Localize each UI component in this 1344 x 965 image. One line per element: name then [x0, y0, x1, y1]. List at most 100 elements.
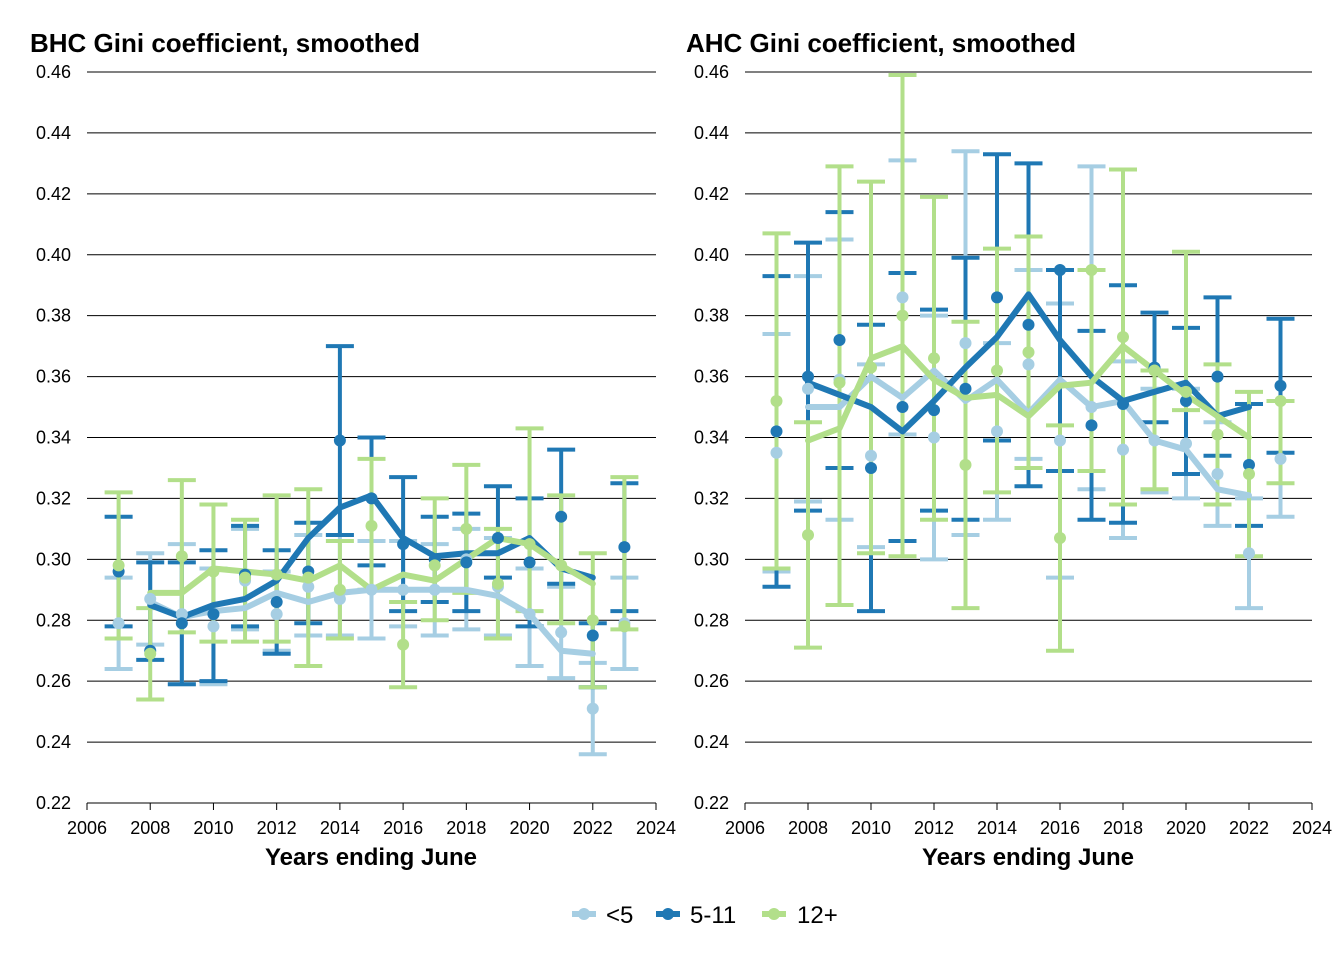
ahc-point-12plus: [865, 361, 877, 374]
bhc-y-tick-label: 0.36: [36, 367, 71, 387]
bhc-point-lt5: [365, 583, 378, 596]
ahc-point-5to11: [1117, 397, 1129, 410]
bhc-y-tick-label: 0.30: [36, 549, 71, 569]
bhc-point-12plus: [365, 519, 378, 532]
ahc-y-tick-label: 0.24: [694, 732, 729, 752]
ahc-point-5to11: [1243, 458, 1255, 471]
ahc-point-12plus: [1180, 385, 1192, 398]
ahc-point-12plus: [770, 394, 783, 407]
bhc-point-5to11: [555, 510, 568, 523]
ahc-point-lt5: [865, 449, 877, 462]
ahc-x-tick-label: 2008: [788, 818, 828, 838]
ahc-point-5to11: [865, 461, 877, 474]
ahc-point-12plus: [1243, 468, 1255, 481]
ahc-y-tick-label: 0.36: [694, 367, 729, 387]
bhc-point-5to11: [207, 608, 220, 621]
ahc-point-lt5: [928, 431, 940, 444]
ahc-point-5to11: [991, 291, 1003, 304]
ahc-x-tick-label: 2022: [1229, 818, 1269, 838]
bhc-point-lt5: [523, 608, 536, 621]
bhc-errorbar-12plus: [515, 426, 544, 614]
bhc-point-lt5: [112, 617, 125, 630]
ahc-y-tick-label: 0.44: [694, 123, 729, 143]
bhc-point-12plus: [112, 559, 125, 572]
ahc-point-lt5: [1054, 434, 1066, 447]
bhc-point-lt5: [555, 626, 568, 639]
ahc-point-12plus: [928, 352, 940, 365]
bhc-point-lt5: [144, 592, 157, 605]
ahc-point-lt5: [1274, 452, 1287, 465]
ahc-point-12plus: [991, 364, 1003, 377]
legend: <5 5-11 12+: [572, 902, 838, 929]
bhc-point-12plus: [491, 577, 504, 590]
ahc-panel-title: AHC Gini coefficient, smoothed: [686, 28, 1076, 58]
ahc-point-5to11: [1022, 318, 1035, 331]
ahc-trend-line-12plus: [805, 343, 1252, 444]
bhc-y-tick-label: 0.28: [36, 610, 71, 630]
ahc-y-tick-label: 0.46: [694, 62, 729, 82]
bhc-plot-area: 0.22 0.24 0.26 0.28 0.30 0.32 0.34 0.36 0.38 0.40…: [36, 62, 676, 838]
legend-item-12plus: 12+: [762, 902, 838, 929]
bhc-point-lt5: [302, 580, 315, 593]
bhc-point-12plus: [207, 565, 220, 578]
bhc-point-5to11: [333, 434, 346, 447]
legend-label-lt5: <5: [606, 902, 633, 929]
ahc-point-12plus: [1054, 532, 1066, 545]
bhc-point-lt5: [175, 608, 188, 621]
bhc-point-5to11: [491, 532, 504, 545]
bhc-point-5to11: [523, 556, 536, 569]
bhc-x-tick-label: 2016: [383, 818, 423, 838]
ahc-x-tick-label: 2006: [725, 818, 765, 838]
ahc-point-12plus: [1211, 428, 1224, 441]
bhc-x-tick-label: 2024: [636, 818, 676, 838]
ahc-y-tick-label: 0.34: [694, 428, 729, 448]
bhc-x-tick-label: 2008: [130, 818, 170, 838]
legend-marker-12plus: [768, 908, 780, 920]
bhc-errorbar-12plus: [610, 475, 639, 632]
ahc-point-lt5: [1180, 437, 1192, 450]
ahc-y-tick-label: 0.42: [694, 184, 729, 204]
bhc-y-tick-label: 0.24: [36, 732, 71, 752]
ahc-x-tick-label: 2010: [851, 818, 891, 838]
ahc-point-12plus: [1148, 364, 1161, 377]
bhc-point-12plus: [144, 647, 157, 660]
ahc-x-tick-label: 2020: [1166, 818, 1206, 838]
bhc-point-12plus: [586, 614, 599, 627]
bhc-point-5to11: [586, 629, 599, 642]
bhc-point-5to11: [618, 541, 631, 554]
bhc-point-12plus: [270, 568, 283, 581]
bhc-y-tick-label: 0.22: [36, 793, 71, 813]
bhc-point-12plus: [239, 571, 252, 584]
bhc-x-tick-label: 2022: [573, 818, 613, 838]
ahc-y-tick-label: 0.32: [694, 488, 729, 508]
bhc-y-tick-label: 0.44: [36, 123, 71, 143]
ahc-point-lt5: [991, 425, 1003, 438]
bhc-x-tick-label: 2012: [257, 818, 297, 838]
bhc-point-12plus: [302, 571, 315, 584]
bhc-y-tick-label: 0.32: [36, 488, 71, 508]
bhc-x-tick-label: 2006: [67, 818, 107, 838]
ahc-x-tick-label: 2014: [977, 818, 1017, 838]
ahc-errorbar-12plus: [1266, 398, 1295, 486]
ahc-point-5to11: [770, 425, 783, 438]
bhc-x-tick-label: 2018: [446, 818, 486, 838]
bhc-point-lt5: [586, 702, 599, 715]
ahc-point-lt5: [1211, 468, 1224, 481]
bhc-point-12plus: [618, 620, 631, 633]
ahc-point-5to11: [959, 382, 972, 395]
ahc-point-lt5: [896, 291, 909, 304]
ahc-point-5to11: [1180, 394, 1192, 407]
bhc-y-tick-label: 0.42: [36, 184, 71, 204]
bhc-x-axis-title: Years ending June: [265, 844, 477, 871]
ahc-point-12plus: [833, 376, 846, 389]
bhc-y-tick-label: 0.26: [36, 671, 71, 691]
ahc-y-tick-label: 0.30: [694, 549, 729, 569]
bhc-x-tick-label: 2020: [510, 818, 550, 838]
bhc-y-tick-label: 0.40: [36, 245, 71, 265]
ahc-plot-area: 0.22 0.24 0.26 0.28 0.30 0.32 0.34 0.36 0.38 0.40…: [694, 62, 1332, 838]
bhc-x-tick-label: 2014: [320, 818, 360, 838]
ahc-x-tick-label: 2016: [1040, 818, 1080, 838]
ahc-x-tick-label: 2012: [914, 818, 954, 838]
ahc-y-tick-label: 0.22: [694, 793, 729, 813]
